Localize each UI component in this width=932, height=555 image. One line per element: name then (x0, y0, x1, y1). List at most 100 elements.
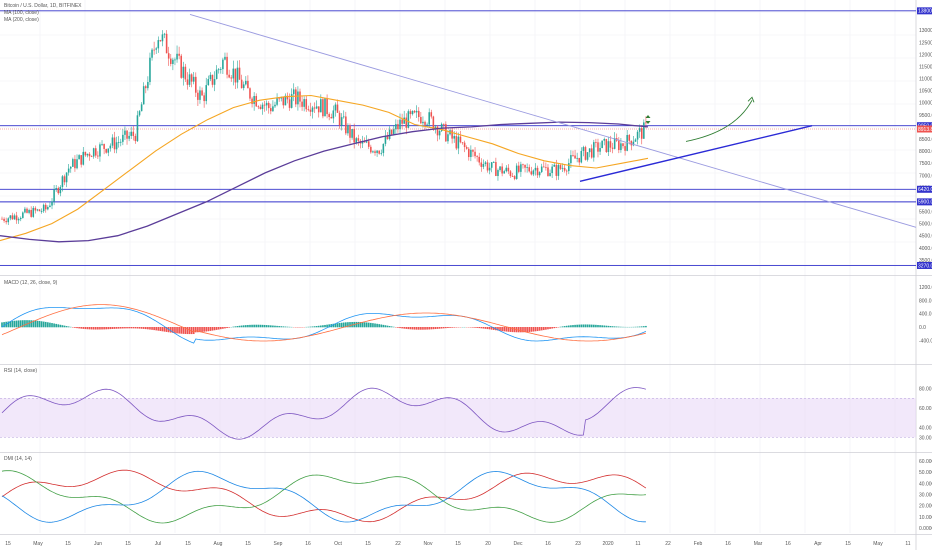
candle-body (395, 124, 397, 129)
candle-body (531, 171, 533, 174)
macd-bar (51, 323, 53, 327)
macd-bar (320, 326, 322, 328)
macd-bar (574, 325, 576, 327)
macd-bar (241, 326, 243, 328)
candle-body (55, 188, 57, 189)
candle-body (262, 105, 264, 109)
candle-body (553, 165, 555, 167)
candle-body (37, 209, 39, 210)
candle-body (266, 103, 268, 105)
macd-bar (326, 325, 328, 328)
macd-bar (145, 327, 147, 329)
macd-bar (157, 327, 159, 331)
macd-bar (12, 321, 14, 327)
candle-body (335, 105, 337, 111)
candle-body (547, 167, 549, 176)
time-axis-label: 11 (635, 541, 640, 547)
candle-body (551, 167, 553, 173)
price-tick-label: 10500.0 (919, 89, 932, 95)
candle-body (99, 144, 101, 156)
candle-body (378, 151, 380, 154)
candle-body (380, 153, 382, 154)
macd-bar (618, 327, 620, 328)
candle-body (560, 165, 562, 169)
macd-bar (260, 325, 262, 328)
dmi-tick-label: 10.0000 (919, 515, 932, 521)
macd-bar (614, 326, 616, 327)
candle-body (107, 149, 109, 153)
macd-bar (616, 327, 618, 328)
candle-body (478, 157, 480, 163)
candle-body (414, 111, 416, 112)
candle-body (399, 120, 401, 129)
macd-bar (316, 326, 318, 327)
macd-bar (180, 327, 182, 334)
dmi-tick-label: 20.0000 (919, 504, 932, 510)
macd-bar (47, 322, 49, 327)
macd-bar (355, 322, 357, 327)
macd-bar (472, 327, 474, 328)
macd-bar (572, 325, 574, 327)
candle-body (480, 162, 482, 166)
candle-body (60, 187, 62, 193)
macd-bar (435, 327, 437, 329)
macd-bar (210, 327, 212, 331)
macd-bar (453, 327, 455, 328)
candle-body (176, 54, 178, 60)
candle-body (430, 112, 432, 116)
macd-bar (512, 327, 514, 332)
candle-body (187, 79, 189, 84)
price-tick-label: 10000.0 (919, 101, 932, 107)
macd-bar (420, 327, 422, 330)
macd-bar (564, 326, 566, 327)
price-tick-label: 8000.0 (919, 149, 932, 155)
candle-body (235, 69, 237, 83)
macd-bar (555, 327, 557, 328)
macd-bar (560, 327, 562, 328)
macd-bar (45, 322, 47, 327)
candle-body (49, 206, 51, 207)
macd-bar (112, 327, 114, 329)
macd-bar (39, 321, 41, 327)
time-axis-label: 16 (545, 541, 551, 547)
macd-bar (403, 327, 405, 329)
candle-body (489, 168, 491, 171)
macd-bar (585, 324, 587, 327)
candle-body (612, 148, 614, 149)
candle-body (462, 142, 464, 143)
macd-bar (539, 327, 541, 331)
macd-bar (82, 327, 84, 329)
candle-body (416, 111, 418, 113)
macd-bar (645, 326, 647, 327)
candle-body (397, 124, 399, 129)
macd-bar (591, 325, 593, 328)
time-axis-label: 15 (365, 541, 371, 547)
candle-body (545, 167, 547, 168)
candle-body (78, 155, 80, 159)
candle-body (53, 189, 55, 201)
candle-body (464, 143, 466, 147)
macd-bar (545, 327, 547, 330)
candle-body (370, 147, 372, 153)
candle-body (95, 148, 97, 155)
price-tick-label: 7000.0 (919, 173, 932, 179)
price-tick-label: 5500.0 (919, 210, 932, 216)
candle-body (622, 143, 624, 146)
macd-bar (162, 327, 164, 331)
macd-bar (568, 326, 570, 328)
macd-line (2, 307, 646, 343)
projection-arrow (686, 100, 752, 141)
candle-body (293, 89, 295, 94)
time-axis-label: 16 (305, 541, 311, 547)
macd-bar (257, 325, 259, 328)
candle-body (591, 148, 593, 157)
macd-bar (535, 327, 537, 331)
candle-body (451, 130, 453, 138)
candle-body (41, 211, 43, 212)
macd-bar (78, 327, 80, 328)
candle-body (316, 106, 318, 108)
candle-body (366, 141, 368, 142)
candle-body (264, 105, 266, 106)
